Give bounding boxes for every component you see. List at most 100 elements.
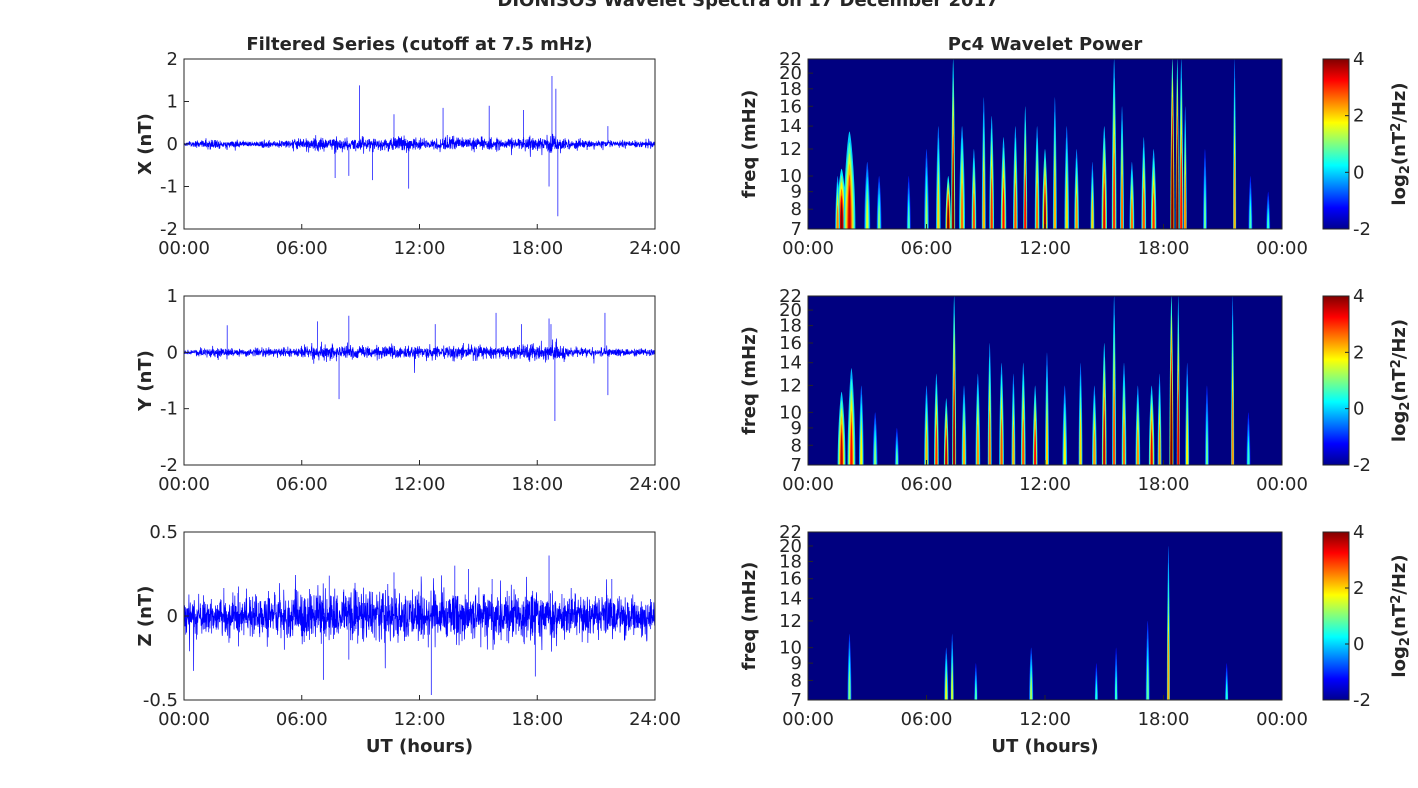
x-spectrum-ytick-label: 10 bbox=[779, 166, 802, 187]
x-spectrum-burst bbox=[924, 148, 929, 229]
x-spectrum-xtick-label: 12:00 bbox=[1019, 238, 1071, 259]
y-spectrum-burst bbox=[961, 385, 967, 465]
y-spectrum-ytick-label: 7 bbox=[791, 455, 802, 476]
x-spectrum-burst bbox=[1183, 106, 1187, 229]
y-spectrum-burst-layer bbox=[1205, 429, 1208, 465]
z-spectrum-burst bbox=[1225, 663, 1229, 700]
z-spectrum-burst-layer bbox=[848, 670, 851, 700]
z-spectrum-xtick-label: 00:00 bbox=[1256, 709, 1308, 730]
y-spectrum-colorbar-tick-label: 4 bbox=[1353, 286, 1364, 307]
x-spectrum-ytick-label: 16 bbox=[779, 96, 802, 117]
z-spectrum-xlabel: UT (hours) bbox=[991, 736, 1098, 757]
x-spectrum-burst bbox=[1000, 137, 1007, 229]
x-series-ytick-label: -1 bbox=[160, 177, 178, 198]
y-spectrum-burst bbox=[1176, 296, 1180, 465]
x-spectrum-burst bbox=[1013, 126, 1018, 229]
z-spectrum-ytick-label: 16 bbox=[779, 569, 802, 590]
y-spectrum-burst-layer bbox=[1150, 429, 1153, 465]
x-spectrum-burst bbox=[989, 115, 995, 229]
x-series-xtick-label: 24:00 bbox=[629, 238, 681, 259]
x-spectrum-burst-layer bbox=[866, 198, 869, 229]
y-spectrum-burst-layer bbox=[1186, 418, 1189, 465]
z-spectrum-ytick-label: 9 bbox=[791, 653, 802, 674]
x-spectrum-burst-layer bbox=[972, 192, 975, 229]
z-series-ytick-label: 0.5 bbox=[149, 522, 178, 543]
y-spectrum-burst bbox=[999, 362, 1004, 465]
x-spectrum-burst-layer bbox=[1103, 182, 1106, 229]
x-series-axes: 00:00 06:00 12:00 18:00 24:00 -2 -1 0 1 2 Filtered… bbox=[135, 34, 681, 259]
z-series-xtick-label: 24:00 bbox=[629, 709, 681, 730]
x-spectrum-burst bbox=[1170, 59, 1175, 230]
y-series-ylabel: Y (nT) bbox=[135, 350, 156, 412]
x-series-xtick-label: 00:00 bbox=[158, 238, 210, 259]
x-spectrum-burst bbox=[1042, 148, 1048, 229]
z-series-xlabel: UT (hours) bbox=[366, 736, 473, 757]
z-spectrum-ytick-label: 20 bbox=[779, 536, 802, 557]
y-spectrum-burst bbox=[1092, 385, 1097, 465]
z-spectrum-axes: 00:00 06:00 12:00 18:00 00:00789101214161820… bbox=[739, 522, 1308, 757]
y-spectrum-burst-layer bbox=[1103, 410, 1106, 465]
y-spectrum-colorbar: -2 0 2 4 log2(nT2/Hz) bbox=[1322, 286, 1413, 476]
y-spectrum-burst-layer bbox=[945, 434, 948, 465]
z-spectrum-burst-layer bbox=[1115, 676, 1118, 700]
y-spectrum-burst bbox=[894, 427, 899, 465]
y-spectrum-burst-layer bbox=[1093, 429, 1096, 465]
y-spectrum-axes: 00:00 06:00 12:00 18:00 00:00789101214161820… bbox=[739, 286, 1308, 495]
z-spectrum-colorbar-gradient bbox=[1322, 531, 1350, 701]
z-series-xtick-label: 00:00 bbox=[158, 709, 210, 730]
z-spectrum-burst bbox=[950, 633, 954, 700]
y-spectrum-xtick-label: 00:00 bbox=[782, 474, 834, 495]
y-spectrum-burst-layer bbox=[850, 421, 853, 465]
z-spectrum-burst bbox=[974, 663, 978, 700]
z-spectrum-burst bbox=[1114, 647, 1118, 700]
x-spectrum-xtick-label: 06:00 bbox=[901, 238, 953, 259]
z-spectrum-ytick-label: 12 bbox=[779, 611, 802, 632]
x-spectrum-burst bbox=[835, 176, 840, 229]
y-spectrum-ytick-label: 12 bbox=[779, 375, 802, 396]
z-spectrum-burst bbox=[944, 647, 949, 700]
z-series-ytick-label: -0.5 bbox=[143, 690, 178, 711]
y-spectrum-burst-layer bbox=[874, 441, 877, 465]
y-spectrum-burst bbox=[1101, 343, 1107, 465]
x-spectrum-burst bbox=[843, 131, 856, 229]
y-spectrum-colorbar-tick-label: -2 bbox=[1353, 455, 1371, 476]
y-series-ytick-label: -1 bbox=[160, 399, 178, 420]
y-spectrum-background bbox=[808, 296, 1282, 465]
x-spectrum-ytick-label: 12 bbox=[779, 139, 802, 160]
z-spectrum-colorbar-tick-label: 4 bbox=[1353, 522, 1364, 543]
x-spectrum-burst bbox=[951, 59, 956, 230]
z-spectrum-xtick-label: 06:00 bbox=[901, 709, 953, 730]
x-spectrum-ytick-label: 14 bbox=[779, 116, 802, 137]
x-spectrum-burst bbox=[1034, 126, 1040, 229]
x-spectrum-xtick-label: 00:00 bbox=[782, 238, 834, 259]
y-spectrum-burst-layer bbox=[1034, 429, 1037, 465]
y-spectrum-burst-layer bbox=[976, 423, 979, 465]
x-spectrum-burst bbox=[945, 176, 951, 229]
y-spectrum-ylabel: freq (mHz) bbox=[739, 326, 760, 435]
z-series-xtick-label: 18:00 bbox=[511, 709, 563, 730]
z-spectrum-colorbar-tick-label: -2 bbox=[1353, 690, 1371, 711]
y-spectrum-xtick-label: 00:00 bbox=[1256, 474, 1308, 495]
x-spectrum-burst-layer bbox=[982, 169, 985, 229]
y-spectrum-burst-layer bbox=[1170, 388, 1173, 465]
z-spectrum-burst-layer bbox=[1030, 676, 1033, 700]
y-spectrum-burst-layer bbox=[895, 448, 898, 465]
x-spectrum-burst-layer bbox=[1249, 205, 1252, 229]
x-series-ytick-label: 0 bbox=[167, 134, 178, 155]
y-spectrum-ytick-label: 14 bbox=[779, 353, 802, 374]
x-spectrum-burst bbox=[906, 176, 911, 229]
x-spectrum-burst bbox=[1150, 148, 1157, 229]
x-spectrum-ytick-label: 18 bbox=[779, 79, 802, 100]
y-spectrum-burst bbox=[987, 343, 992, 465]
y-spectrum-burst-layer bbox=[840, 432, 843, 465]
y-spectrum-burst bbox=[1011, 373, 1016, 465]
y-spectrum-burst-layer bbox=[1063, 429, 1066, 465]
y-spectrum-burst bbox=[1148, 385, 1155, 465]
x-spectrum-burst-layer bbox=[1152, 192, 1155, 229]
x-spectrum-burst-layer bbox=[848, 185, 851, 229]
y-spectrum-xtick-label: 06:00 bbox=[901, 474, 953, 495]
y-series-xtick-label: 12:00 bbox=[394, 474, 446, 495]
x-spectrum-burst-layer bbox=[1065, 182, 1068, 229]
z-spectrum-background bbox=[808, 532, 1282, 700]
y-spectrum-colorbar-label: log2(nT2/Hz) bbox=[1389, 319, 1413, 442]
